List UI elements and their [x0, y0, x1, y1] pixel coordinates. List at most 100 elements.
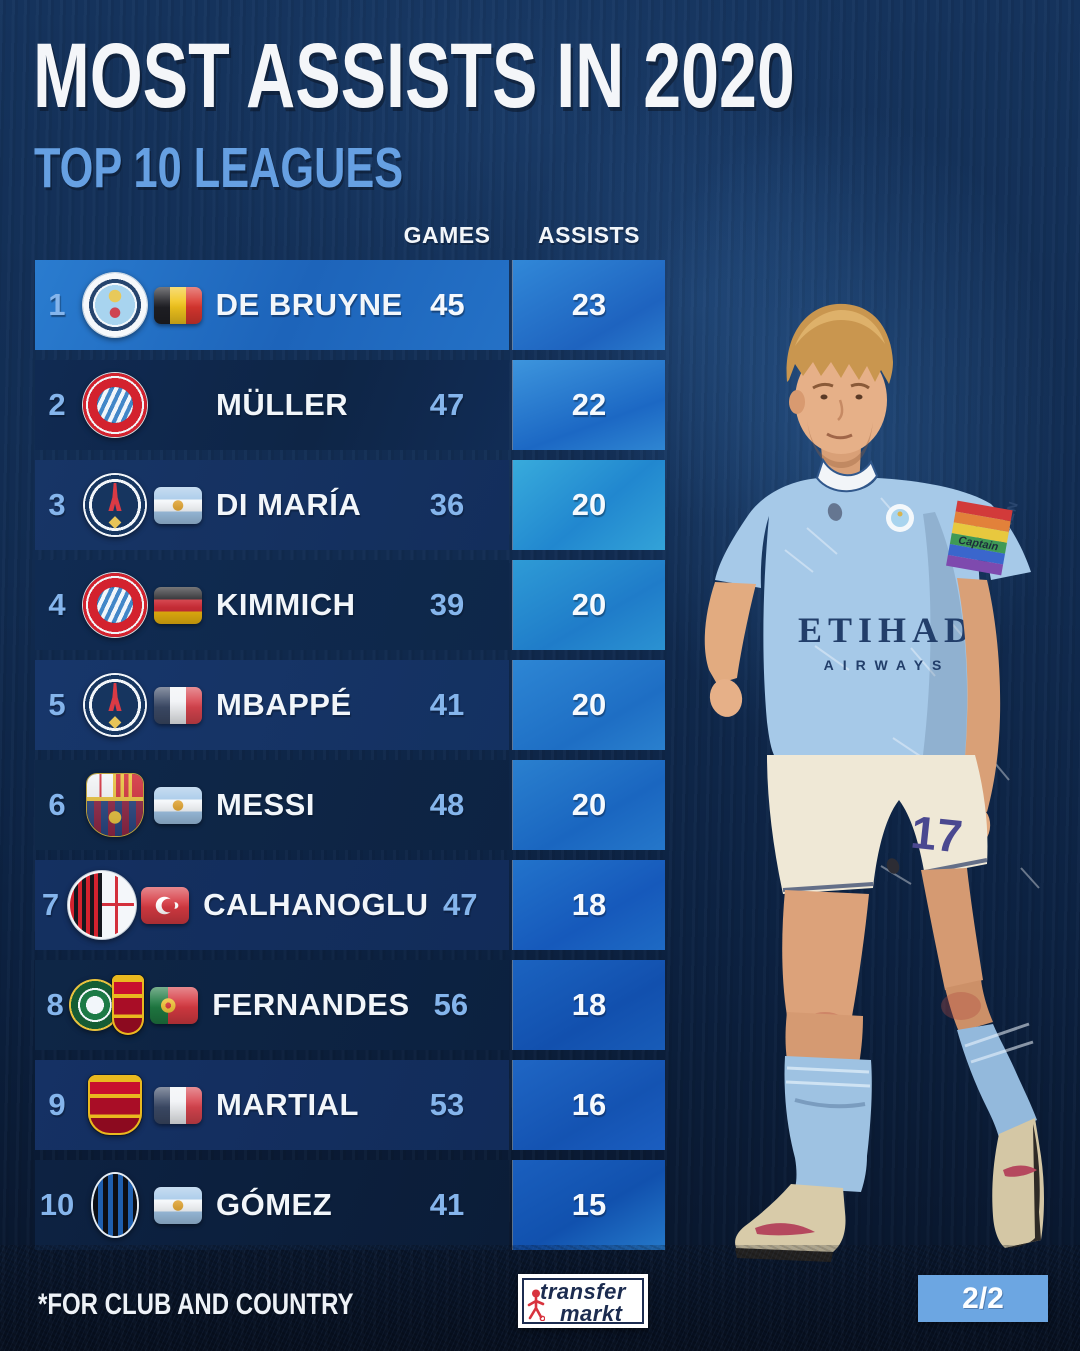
- column-header-assists: ASSISTS: [538, 222, 640, 248]
- nationality-flag-icon: [154, 786, 202, 824]
- table-body: 1 DE BRUYNE 45 23 2 MÜLLER 47 22: [35, 260, 665, 1250]
- rank-value: 6: [48, 787, 66, 822]
- rank-value: 4: [48, 587, 66, 622]
- page-subtitle: TOP 10 LEAGUES: [34, 136, 404, 200]
- club-badge-icon: [82, 372, 148, 438]
- nationality-flag-icon: [154, 387, 202, 424]
- table-row: 7 CALHANOGLU 47 18: [35, 860, 665, 950]
- player-front-boot: [735, 1184, 846, 1252]
- transfermarkt-logo-line1: transfer: [540, 1279, 626, 1304]
- club-badge-icon: [82, 472, 148, 538]
- shirt-collar: [815, 457, 879, 493]
- assists-value: 20: [513, 760, 665, 850]
- rank-value: 9: [48, 1087, 66, 1122]
- rainbow-captain-armband: Captain: [946, 500, 1013, 576]
- player-front-thigh: [782, 890, 869, 1022]
- games-value: 56: [433, 987, 469, 1022]
- assists-value: 16: [513, 1060, 665, 1150]
- club-badge-icon: [82, 672, 148, 738]
- transfermarkt-logo: transfer markt: [518, 1274, 648, 1328]
- player-right-arm: [704, 582, 756, 684]
- player-front-sock: [784, 1056, 872, 1192]
- games-value: 47: [429, 387, 465, 422]
- player-ear: [789, 390, 805, 414]
- games-value: 53: [429, 1087, 465, 1122]
- page-indicator: 2/2: [918, 1275, 1048, 1322]
- player-name: MESSI: [216, 787, 315, 822]
- player-cell: 9 MARTIAL 53: [35, 1060, 509, 1150]
- player-cell: 3 DI MARÍA 36: [35, 460, 509, 550]
- player-cell: 4 KIMMICH 39: [35, 560, 509, 650]
- nationality-flag-icon: [154, 486, 202, 524]
- player-shorts: [767, 755, 988, 894]
- player-figure: ETIHAD AIRWAYS NEXEN Captain 17: [704, 303, 1044, 1262]
- player-name: DE BRUYNE: [215, 287, 403, 322]
- rank-value: 7: [41, 887, 60, 922]
- table-row: 3 DI MARÍA 36 20: [35, 460, 665, 550]
- player-cell: 10 GÓMEZ 41: [35, 1160, 509, 1250]
- games-value: 41: [429, 687, 465, 722]
- club-badge-icon: [82, 772, 148, 838]
- player-cell: 1 DE BRUYNE 45: [35, 260, 509, 350]
- assists-value: 23: [513, 260, 665, 350]
- player-back-thigh: [921, 868, 983, 990]
- rank-value: 3: [48, 487, 66, 522]
- player-name: DI MARÍA: [216, 487, 362, 522]
- nationality-flag-icon: [154, 686, 202, 724]
- games-value: 48: [429, 787, 465, 822]
- table-row: 2 MÜLLER 47 22: [35, 360, 665, 450]
- puma-logo-on-shirt: [827, 503, 843, 521]
- player-cell: 7 CALHANOGLU 47: [35, 860, 509, 950]
- transfermarkt-figure-icon: [527, 1289, 545, 1321]
- player-name: GÓMEZ: [216, 1187, 333, 1222]
- table-row: 6 MESSI 48 20: [35, 760, 665, 850]
- club-badge-icon: [69, 972, 145, 1038]
- rank-value: 10: [39, 1187, 75, 1222]
- assists-table: GAMES ASSISTS 1 DE BRUYNE 45 23 2: [35, 222, 665, 1260]
- nationality-flag-icon: [150, 986, 199, 1024]
- shorts-number: 17: [909, 806, 965, 863]
- club-badge-icon: [82, 272, 148, 338]
- player-name: CALHANOGLU: [203, 887, 429, 922]
- rank-value: 2: [48, 387, 66, 422]
- assists-value: 20: [513, 660, 665, 750]
- table-header-row: GAMES ASSISTS: [35, 222, 665, 260]
- player-cell: 5 MBAPPÉ 41: [35, 660, 509, 750]
- assists-value: 18: [513, 960, 665, 1050]
- nationality-flag-icon: [154, 586, 202, 624]
- player-cell: 8 FERNANDES 56: [35, 960, 509, 1050]
- club-badge-icon: [82, 1072, 148, 1138]
- player-name: MBAPPÉ: [216, 687, 352, 722]
- table-row: 9 MARTIAL 53 16: [35, 1060, 665, 1150]
- rank-value: 1: [48, 287, 66, 322]
- player-cell: 2 MÜLLER 47: [35, 360, 509, 450]
- games-value: 47: [443, 887, 478, 922]
- player-right-hand: [709, 679, 743, 717]
- games-value: 45: [430, 287, 465, 322]
- page-title: MOST ASSISTS IN 2020: [33, 25, 795, 127]
- assists-value: 20: [513, 460, 665, 550]
- nationality-flag-icon: [141, 886, 190, 924]
- club-badge-icon: [82, 1172, 148, 1238]
- table-row: 5 MBAPPÉ 41 20: [35, 660, 665, 750]
- player-left-arm: [957, 578, 1001, 812]
- games-value: 41: [429, 1187, 465, 1222]
- player-back-boot: [992, 1118, 1044, 1248]
- nationality-flag-icon: [153, 286, 202, 324]
- nationality-flag-icon: [154, 1086, 202, 1124]
- shirt-sponsor-subtext: AIRWAYS: [824, 657, 951, 673]
- table-row: 10 GÓMEZ 41 15: [35, 1160, 665, 1250]
- nationality-flag-icon: [154, 1186, 202, 1224]
- player-cell: 6 MESSI 48: [35, 760, 509, 850]
- table-row: 4 KIMMICH 39 20: [35, 560, 665, 650]
- assists-value: 18: [513, 860, 665, 950]
- transfermarkt-logo-line2: markt: [560, 1301, 623, 1326]
- games-value: 36: [429, 487, 465, 522]
- club-badge-icon: [69, 872, 135, 938]
- assists-value: 20: [513, 560, 665, 650]
- player-name: KIMMICH: [216, 587, 356, 622]
- table-row: 1 DE BRUYNE 45 23: [35, 260, 665, 350]
- games-value: 39: [429, 587, 465, 622]
- player-back-sock: [957, 1024, 1037, 1138]
